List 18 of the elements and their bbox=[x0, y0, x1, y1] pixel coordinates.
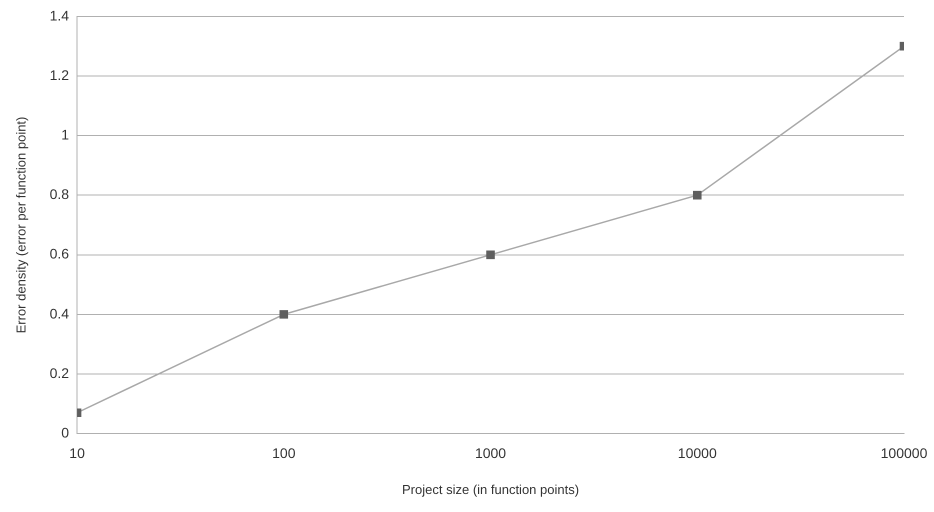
x-tick-label: 10 bbox=[69, 444, 86, 461]
y-tick-label: 0.2 bbox=[50, 364, 70, 381]
y-tick-label: 0.6 bbox=[50, 246, 70, 262]
y-tick-label: 0.8 bbox=[50, 186, 70, 202]
y-tick-label: 0 bbox=[61, 424, 70, 440]
y-tick-label: 1 bbox=[61, 126, 70, 142]
point bbox=[692, 190, 702, 200]
y-tick-label: 1.4 bbox=[50, 7, 70, 24]
y-axis-title: Error density (error per function point) bbox=[13, 116, 28, 334]
x-tick-label: 100 bbox=[272, 444, 296, 461]
x-tick-label: 100000 bbox=[880, 444, 928, 461]
x-tick-label: 1000 bbox=[474, 444, 506, 461]
x-axis-title: Project size (in function points) bbox=[402, 482, 580, 497]
y-tick-label: 1.2 bbox=[50, 66, 70, 83]
y-tick-label: 0.4 bbox=[50, 305, 70, 322]
point bbox=[486, 250, 495, 260]
x-tick-label: 10000 bbox=[678, 444, 717, 461]
point bbox=[280, 310, 288, 319]
